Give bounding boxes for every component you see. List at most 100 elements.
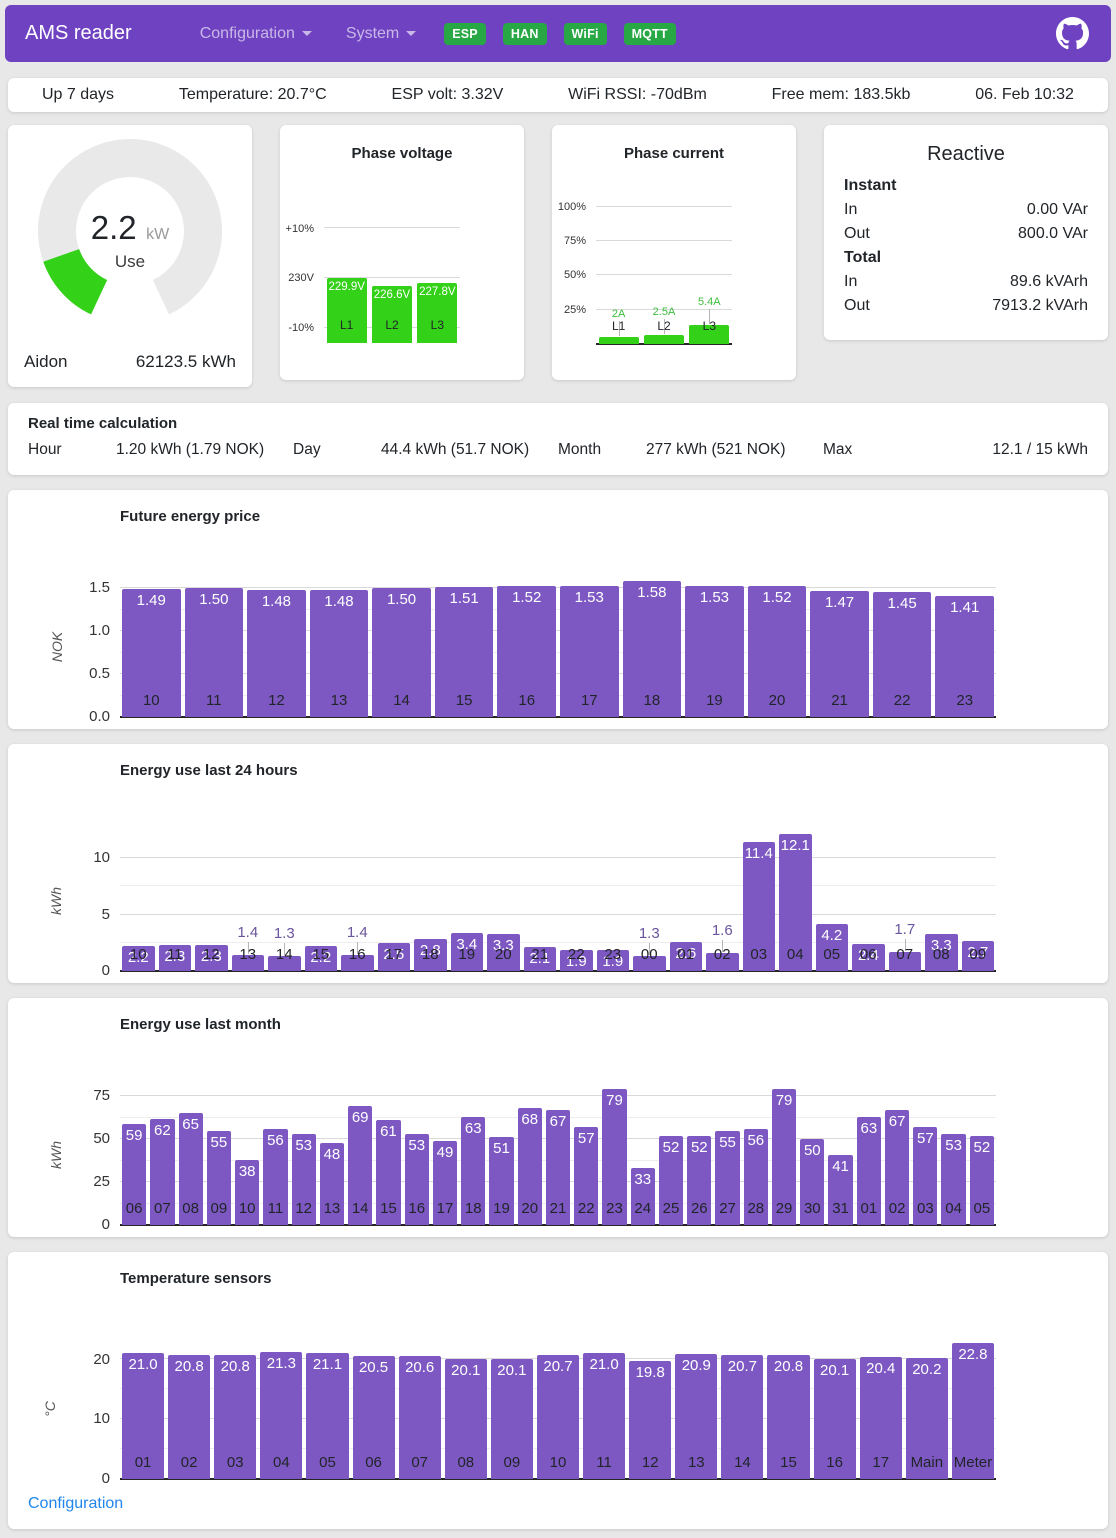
bar-label-leader-line [284, 943, 286, 956]
x-axis-tick-label: 15 [380, 1200, 397, 1217]
reactive-row: Out 800.0 VAr [844, 222, 1088, 246]
gridline-major [596, 205, 732, 207]
bar-value-label: 1.9 [602, 952, 624, 970]
power-gauge-card: 2.2 kW Use Aidon 62123.5 kWh [8, 125, 252, 387]
bar: 2.7 [961, 940, 994, 971]
configuration-link[interactable]: Configuration [28, 1495, 124, 1512]
bar-value-label: 1.9 [565, 952, 587, 970]
x-axis-tick-label: 31 [832, 1200, 849, 1217]
github-link[interactable] [1056, 17, 1089, 50]
bar-label-leader-line [709, 309, 711, 325]
x-axis-tick-label: 17 [436, 1200, 454, 1217]
x-axis-tick-label: 13 [239, 946, 257, 963]
bar-value-label: 20.9 [681, 1356, 711, 1374]
x-axis-tick-label: 07 [896, 946, 914, 963]
x-axis-tick-label: 21 [831, 692, 848, 709]
reactive-row: In 0.00 VAr [844, 198, 1088, 222]
x-axis-tick-label: L1 [339, 318, 354, 332]
gridline-major [120, 587, 996, 589]
bar: 1.52 [497, 586, 556, 717]
bar-value-label: 67 [888, 1112, 906, 1130]
bar-value-label: 21.0 [128, 1356, 158, 1374]
bar-value-label: 1.48 [324, 592, 354, 610]
bar [341, 955, 374, 971]
x-axis-tick-label: 10 [549, 1454, 567, 1471]
gridline-minor [120, 941, 996, 943]
x-axis-tick-label: L1 [611, 319, 626, 333]
bar [689, 325, 730, 344]
x-axis-tick-label: 07 [154, 1200, 171, 1217]
esp-volt-status: ESP volt: 3.32V [391, 86, 504, 103]
bar-value-label: 41 [832, 1157, 849, 1175]
realtime-label: Hour [28, 441, 62, 458]
realtime-label: Max [823, 441, 853, 458]
x-axis-tick-label: 21 [531, 946, 549, 963]
reactive-section-instant: Instant [844, 177, 897, 194]
bar-value-label: 69 [351, 1109, 369, 1127]
bar-value-label: 20.8 [773, 1357, 804, 1375]
y-axis-tick-label: 0 [101, 1216, 110, 1234]
bar-value-label: 1.50 [199, 591, 229, 609]
x-axis-tick-label: 01 [134, 1454, 152, 1471]
reactive-row: Out 7913.2 kVArh [844, 294, 1088, 318]
gauge-value-text: 2.2 kW [91, 209, 170, 246]
reactive-row-value: 800.0 VAr [1018, 225, 1088, 242]
bar: 48 [319, 1142, 345, 1225]
temperature-status: Temperature: 20.7°C [178, 86, 327, 103]
y-axis-tick-label: 20 [93, 1350, 110, 1368]
x-axis-tick-label: 13 [323, 1200, 341, 1217]
x-axis-line [120, 1478, 996, 1480]
navbar: AMS reader Configuration System ESP HAN … [5, 5, 1111, 62]
x-axis-tick-label: 23 [606, 1200, 623, 1217]
bar-value-label: 79 [775, 1092, 793, 1110]
meter-summary: Aidon 62123.5 kWh [8, 352, 252, 387]
bar: 21.1 [306, 1352, 349, 1479]
bar-value-label: 53 [295, 1136, 313, 1154]
bar: 79 [771, 1089, 797, 1225]
x-axis-tick-label: 18 [464, 1200, 482, 1217]
bar-value-label: 20.7 [543, 1358, 573, 1376]
bar-value-label: 1.52 [512, 589, 542, 607]
bar: 20.2 [905, 1358, 948, 1479]
bar-value-label: 56 [267, 1131, 284, 1149]
x-axis-tick-label: 16 [408, 1200, 426, 1217]
x-axis-tick-label: 06 [125, 1200, 143, 1217]
bar: 3.3 [487, 933, 520, 971]
x-axis-tick-label: 17 [872, 1454, 890, 1471]
bar: 55 [715, 1130, 740, 1225]
chart-title: Energy use last month [120, 1016, 281, 1033]
bar: 53 [941, 1133, 966, 1225]
bar-label-leader-line [904, 938, 906, 951]
bar-value-label: 20.1 [820, 1361, 850, 1379]
bar-value-label: 2.3 [200, 948, 222, 966]
nav-configuration-dropdown[interactable]: Configuration [200, 25, 312, 43]
bar-value-label: 20.2 [912, 1361, 942, 1379]
y-axis-title: °C [41, 1401, 58, 1417]
realtime-month: Month 277 kWh (521 NOK) [558, 441, 823, 459]
y-axis-tick-label: 100% [557, 200, 586, 213]
bar-value-label: 3.4 [456, 935, 478, 953]
y-axis-tick-label: 50 [93, 1130, 110, 1148]
x-axis-tick-label: 10 [142, 692, 160, 709]
bar-value-label: 2.7 [967, 943, 989, 961]
x-axis-tick-label: 14 [393, 692, 410, 709]
nav-system-dropdown[interactable]: System [346, 25, 417, 43]
nav-configuration-label: Configuration [199, 24, 295, 42]
x-axis-tick-label: 29 [775, 1200, 793, 1217]
gridline-major [120, 673, 996, 675]
bar: 62 [150, 1118, 175, 1225]
bar: 49 [432, 1140, 458, 1225]
reactive-card: Reactive Instant In 0.00 VAr Out 800.0 V… [824, 125, 1108, 340]
energy-last-24h-card: Energy use last 24 hours 0 5 10 kWh 2.2 10 2.3… [8, 744, 1108, 983]
datetime-status: 06. Feb 10:32 [975, 86, 1074, 103]
chart-title: Energy use last 24 hours [120, 762, 298, 779]
bar-value-label: 48 [323, 1145, 341, 1163]
energy-last-24h-chart: 0 5 10 kWh 2.2 10 2.3 11 2.3 12 1.4 13 1.3 14 2.2 15 1.4… [48, 797, 996, 979]
status-badges: ESP HAN WiFi MQTT [444, 22, 676, 45]
y-axis-tick-label: 1.5 [89, 579, 110, 597]
bar-value-label: 20.8 [220, 1357, 250, 1375]
reactive-row: In 89.6 kVArh [844, 270, 1088, 294]
x-axis-tick-label: 13 [687, 1454, 705, 1471]
x-axis-tick-label: 03 [917, 1200, 934, 1217]
bar-value-label: 57 [577, 1130, 595, 1148]
